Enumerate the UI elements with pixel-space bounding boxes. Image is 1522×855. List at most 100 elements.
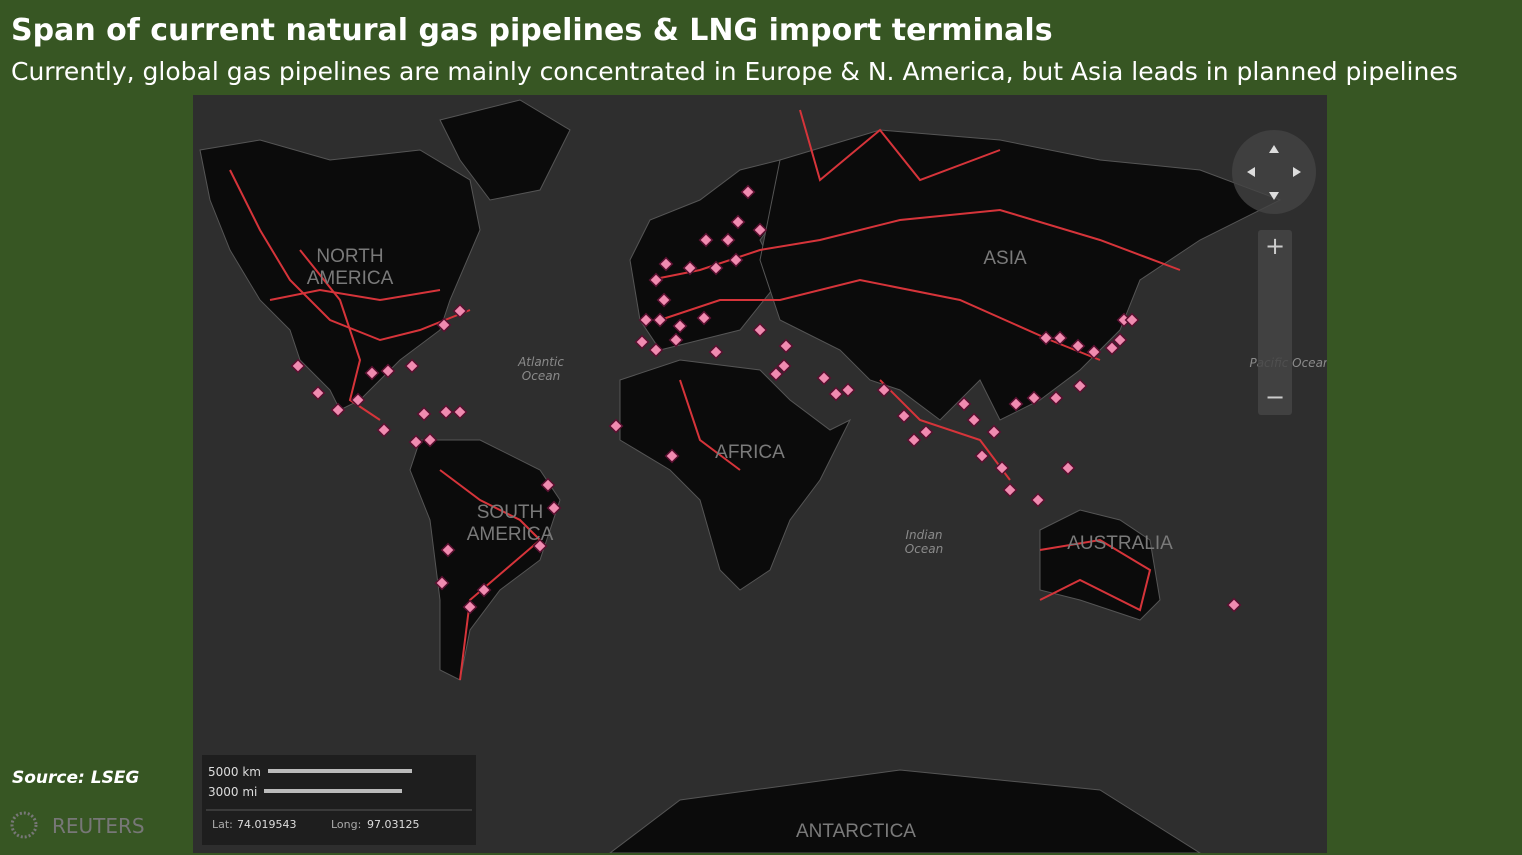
long-label: Long: [331, 818, 361, 831]
scale-label: 5000 km [208, 765, 261, 779]
map-label: AUSTRALIA [1067, 533, 1173, 554]
lng-terminal[interactable] [434, 575, 450, 591]
lng-terminal[interactable] [634, 334, 650, 350]
lng-terminal[interactable] [546, 500, 562, 516]
lng-terminal[interactable] [1104, 340, 1120, 356]
lng-terminal[interactable] [708, 260, 724, 276]
lng-terminal[interactable] [452, 303, 468, 319]
pipeline [679, 379, 741, 471]
map-label: SOUTH [477, 502, 544, 523]
lng-terminal[interactable] [682, 260, 698, 276]
logo: REUTERS [52, 814, 145, 838]
lng-terminal[interactable] [652, 312, 668, 328]
lng-terminal[interactable] [776, 358, 792, 374]
lng-terminal[interactable] [1026, 390, 1042, 406]
source: Source: LSEG [12, 768, 139, 788]
lng-terminal[interactable] [876, 382, 892, 398]
map[interactable]: NORTH AMERICA Atlantic Ocean SOUTH AMERI… [193, 95, 1331, 853]
lng-terminal[interactable] [1124, 312, 1140, 328]
lng-terminal[interactable] [1086, 344, 1102, 360]
lng-terminal[interactable] [1030, 492, 1046, 508]
lng-terminal[interactable] [698, 232, 714, 248]
lng-terminal[interactable] [436, 317, 452, 333]
pipeline [439, 469, 542, 681]
lng-terminal[interactable] [648, 272, 664, 288]
continent [409, 439, 561, 681]
lng-terminal[interactable] [768, 366, 784, 382]
lng-terminal[interactable] [730, 214, 746, 230]
lng-terminal[interactable] [672, 318, 688, 334]
lng-terminal[interactable] [986, 424, 1002, 440]
lng-terminal[interactable] [532, 538, 548, 554]
lng-terminal[interactable] [290, 358, 306, 374]
scale-bar [264, 789, 402, 793]
lng-terminal[interactable] [1070, 338, 1086, 354]
lng-terminal[interactable] [658, 256, 674, 272]
lng-terminal[interactable] [752, 222, 768, 238]
lng-terminal[interactable] [840, 382, 856, 398]
lng-terminal[interactable] [452, 404, 468, 420]
scale-bar [268, 769, 412, 773]
lng-terminal[interactable] [350, 392, 366, 408]
lng-terminal[interactable] [638, 312, 654, 328]
lng-terminal[interactable] [1072, 378, 1088, 394]
lng-terminal[interactable] [778, 338, 794, 354]
lng-terminal[interactable] [656, 292, 672, 308]
lng-terminal[interactable] [1002, 482, 1018, 498]
lng-terminal[interactable] [664, 448, 680, 464]
lng-terminal[interactable] [310, 385, 326, 401]
zoom-in[interactable]: + [1265, 232, 1285, 260]
lng-terminal[interactable] [740, 184, 756, 200]
lng-terminal[interactable] [608, 418, 624, 434]
lng-terminal[interactable] [906, 432, 922, 448]
lng-terminal[interactable] [422, 432, 438, 448]
lng-terminal[interactable] [540, 477, 556, 493]
lng-terminal[interactable] [1048, 390, 1064, 406]
lng-terminal[interactable] [1052, 330, 1068, 346]
map-label: ANTARCTICA [796, 821, 916, 842]
zoom-bar [1258, 230, 1292, 415]
logo-icon [10, 811, 38, 839]
lng-terminal[interactable] [438, 404, 454, 420]
pipeline [269, 288, 441, 302]
lng-terminal[interactable] [720, 232, 736, 248]
lng-terminal[interactable] [752, 322, 768, 338]
lng-terminal[interactable] [974, 448, 990, 464]
lng-terminal[interactable] [728, 252, 744, 268]
long-value: 97.03125 [367, 818, 420, 831]
lng-terminal[interactable] [330, 402, 346, 418]
pipeline [299, 249, 381, 421]
lng-terminal[interactable] [1112, 332, 1128, 348]
lng-terminal[interactable] [648, 342, 664, 358]
lng-terminal[interactable] [668, 332, 684, 348]
lng-terminal[interactable] [956, 396, 972, 412]
scale-label: 3000 mi [208, 785, 257, 799]
pipeline [879, 379, 1011, 481]
lng-terminal[interactable] [416, 406, 432, 422]
lng-terminal[interactable] [1008, 396, 1024, 412]
lng-terminal[interactable] [1226, 597, 1242, 613]
lng-terminal[interactable] [1060, 460, 1076, 476]
lng-terminal[interactable] [376, 422, 392, 438]
lng-terminal[interactable] [476, 582, 492, 598]
lng-terminal[interactable] [404, 358, 420, 374]
lng-terminal[interactable] [696, 310, 712, 326]
lng-terminal[interactable] [896, 408, 912, 424]
pan-control[interactable] [1232, 130, 1316, 214]
map-label: Ocean [522, 369, 560, 383]
lng-terminal[interactable] [440, 542, 456, 558]
lng-terminal[interactable] [816, 370, 832, 386]
lng-terminal[interactable] [994, 460, 1010, 476]
subtitle: Currently, global gas pipelines are main… [11, 57, 1458, 86]
lng-terminal[interactable] [364, 365, 380, 381]
lng-terminal[interactable] [1038, 330, 1054, 346]
zoom-out[interactable]: − [1265, 383, 1285, 411]
lng-terminal[interactable] [1116, 312, 1132, 328]
lng-terminal[interactable] [408, 434, 424, 450]
lng-terminal[interactable] [708, 344, 724, 360]
lng-terminal[interactable] [918, 424, 934, 440]
lng-terminal[interactable] [462, 599, 478, 615]
lng-terminal[interactable] [380, 363, 396, 379]
lng-terminal[interactable] [828, 386, 844, 402]
lng-terminal[interactable] [966, 412, 982, 428]
